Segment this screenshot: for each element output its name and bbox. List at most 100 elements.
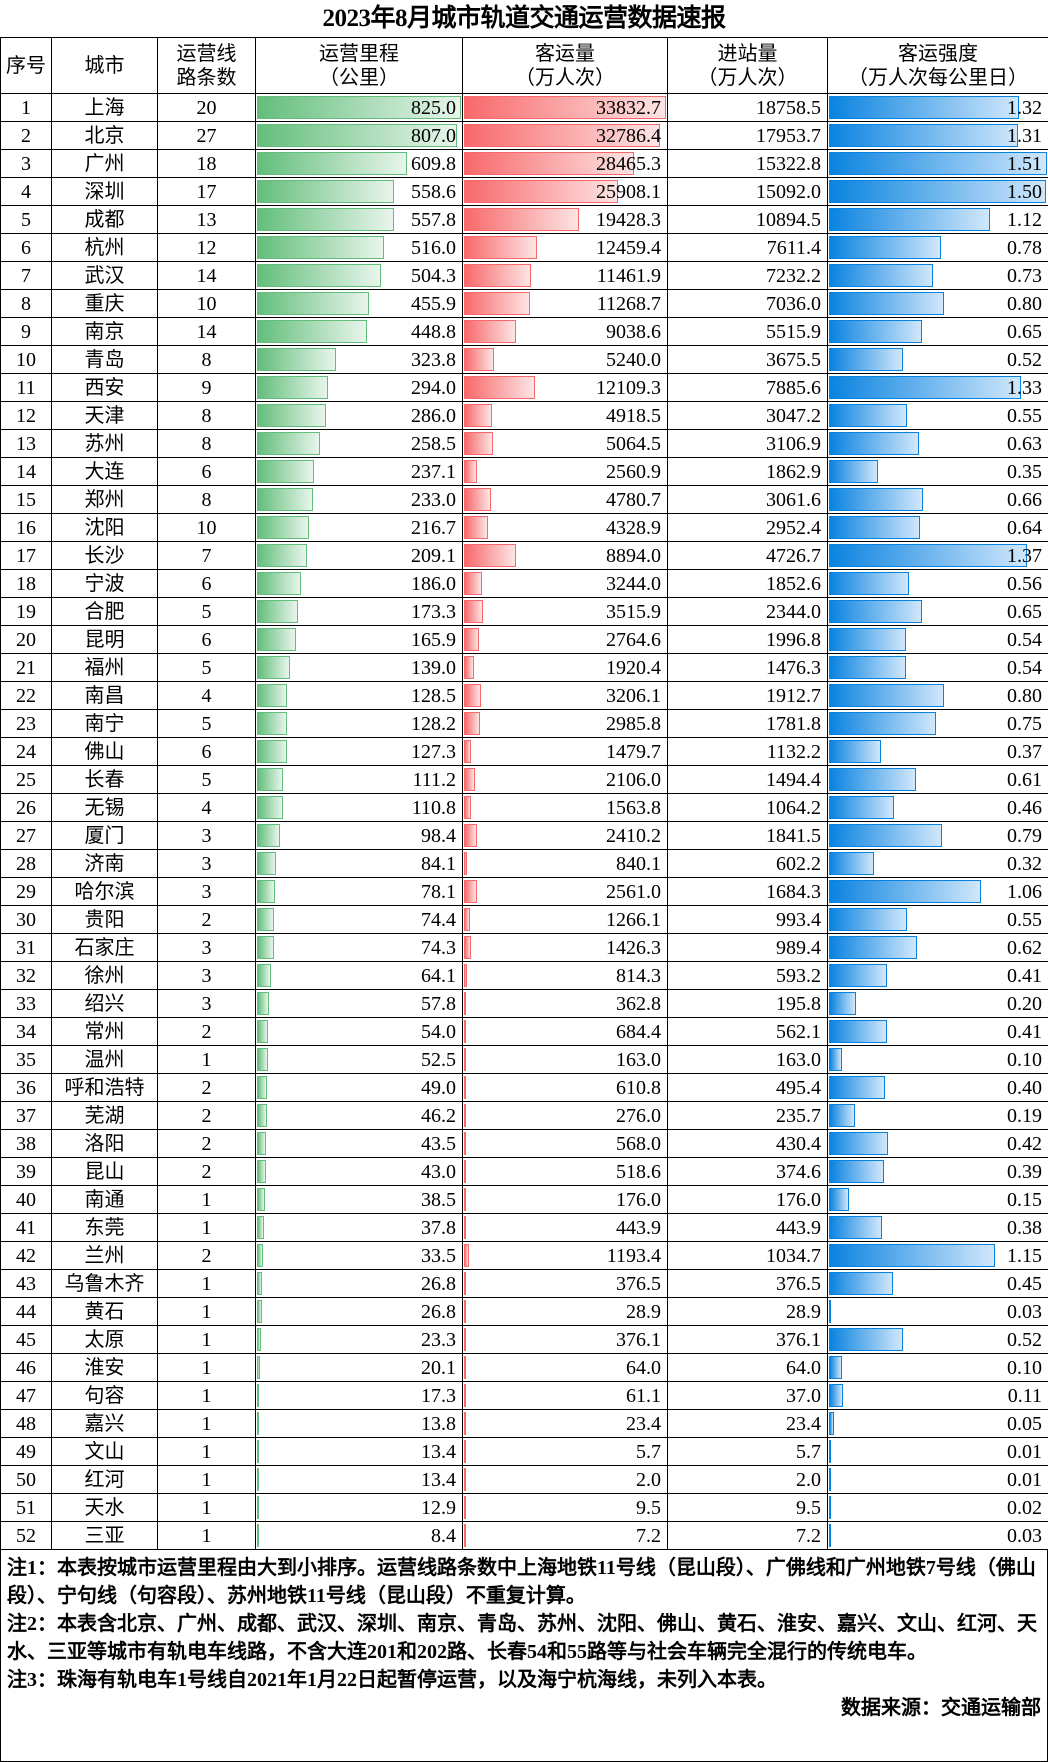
lines-cell: 1 [158, 1522, 256, 1550]
value: 557.8 [411, 209, 456, 231]
data-bar [257, 824, 280, 847]
rank-cell: 19 [1, 598, 52, 626]
lines-cell: 7 [158, 542, 256, 570]
entries-cell: 1781.8 [668, 710, 828, 738]
data-bar [257, 684, 287, 707]
lines-cell: 6 [158, 570, 256, 598]
value: 0.62 [1007, 937, 1042, 959]
mileage-cell: 20.1 [256, 1354, 463, 1382]
city-cell: 乌鲁木齐 [52, 1270, 158, 1298]
lines-cell: 4 [158, 682, 256, 710]
mileage-cell: 49.0 [256, 1074, 463, 1102]
mileage-cell: 237.1 [256, 458, 463, 486]
data-bar [257, 1468, 259, 1491]
value: 13.4 [421, 1469, 456, 1491]
intensity-cell: 1.51 [828, 150, 1048, 178]
data-bar [464, 1244, 469, 1267]
data-bar [829, 1076, 885, 1099]
city-cell: 贵阳 [52, 906, 158, 934]
value: 3244.0 [606, 573, 661, 595]
value: 443.9 [616, 1217, 661, 1239]
lines-cell: 13 [158, 206, 256, 234]
value: 1426.3 [606, 937, 661, 959]
intensity-cell: 0.03 [828, 1522, 1048, 1550]
value: 163.0 [616, 1049, 661, 1071]
data-bar [829, 936, 917, 959]
mileage-cell: 323.8 [256, 346, 463, 374]
value: 64.0 [626, 1357, 661, 1379]
intensity-cell: 0.35 [828, 458, 1048, 486]
city-cell: 广州 [52, 150, 158, 178]
data-bar [464, 1300, 466, 1323]
value: 1193.4 [607, 1245, 661, 1267]
value: 64.1 [421, 965, 456, 987]
rank-cell: 14 [1, 458, 52, 486]
rank-cell: 45 [1, 1326, 52, 1354]
data-bar [257, 348, 336, 371]
intensity-cell: 0.66 [828, 486, 1048, 514]
passengers-cell: 28465.3 [463, 150, 668, 178]
data-bar [257, 1020, 268, 1043]
entries-cell: 15322.8 [668, 150, 828, 178]
value: 448.8 [411, 321, 456, 343]
data-bar [829, 992, 856, 1015]
value: 17.3 [421, 1385, 456, 1407]
passengers-cell: 2.0 [463, 1466, 668, 1494]
data-bar [257, 572, 301, 595]
lines-cell: 5 [158, 654, 256, 682]
value: 23.4 [626, 1413, 661, 1435]
data-bar [464, 348, 494, 371]
entries-cell: 195.8 [668, 990, 828, 1018]
entries-cell: 1132.2 [668, 738, 828, 766]
intensity-cell: 0.11 [828, 1382, 1048, 1410]
entries-cell: 176.0 [668, 1186, 828, 1214]
value: 98.4 [421, 825, 456, 847]
value: 32786.4 [596, 125, 661, 147]
mileage-cell: 8.4 [256, 1522, 463, 1550]
value: 0.03 [1007, 1525, 1042, 1547]
mileage-cell: 807.0 [256, 122, 463, 150]
intensity-cell: 0.03 [828, 1298, 1048, 1326]
value: 0.11 [1008, 1385, 1042, 1407]
value: 2106.0 [606, 769, 661, 791]
intensity-cell: 0.75 [828, 710, 1048, 738]
value: 1.12 [1007, 209, 1042, 231]
lines-cell: 1 [158, 1186, 256, 1214]
data-bar [829, 964, 887, 987]
lines-cell: 8 [158, 486, 256, 514]
lines-cell: 2 [158, 1102, 256, 1130]
data-bar [829, 1468, 831, 1491]
passengers-cell: 23.4 [463, 1410, 668, 1438]
data-bar [464, 432, 493, 455]
mileage-cell: 64.1 [256, 962, 463, 990]
value: 1.31 [1007, 125, 1042, 147]
mileage-cell: 233.0 [256, 486, 463, 514]
lines-cell: 2 [158, 1074, 256, 1102]
rank-cell: 31 [1, 934, 52, 962]
data-bar [829, 796, 894, 819]
intensity-cell: 0.63 [828, 430, 1048, 458]
city-cell: 黄石 [52, 1298, 158, 1326]
value: 0.01 [1007, 1441, 1042, 1463]
entries-cell: 7611.4 [668, 234, 828, 262]
passengers-cell: 2106.0 [463, 766, 668, 794]
data-bar [464, 264, 531, 287]
passengers-cell: 4918.5 [463, 402, 668, 430]
mileage-cell: 110.8 [256, 794, 463, 822]
value: 276.0 [616, 1105, 661, 1127]
entries-cell: 602.2 [668, 850, 828, 878]
entries-cell: 376.1 [668, 1326, 828, 1354]
data-bar [829, 656, 906, 679]
rank-cell: 20 [1, 626, 52, 654]
city-cell: 昆明 [52, 626, 158, 654]
passengers-cell: 3206.1 [463, 682, 668, 710]
data-bar [257, 180, 394, 203]
intensity-cell: 0.10 [828, 1046, 1048, 1074]
mileage-cell: 37.8 [256, 1214, 463, 1242]
